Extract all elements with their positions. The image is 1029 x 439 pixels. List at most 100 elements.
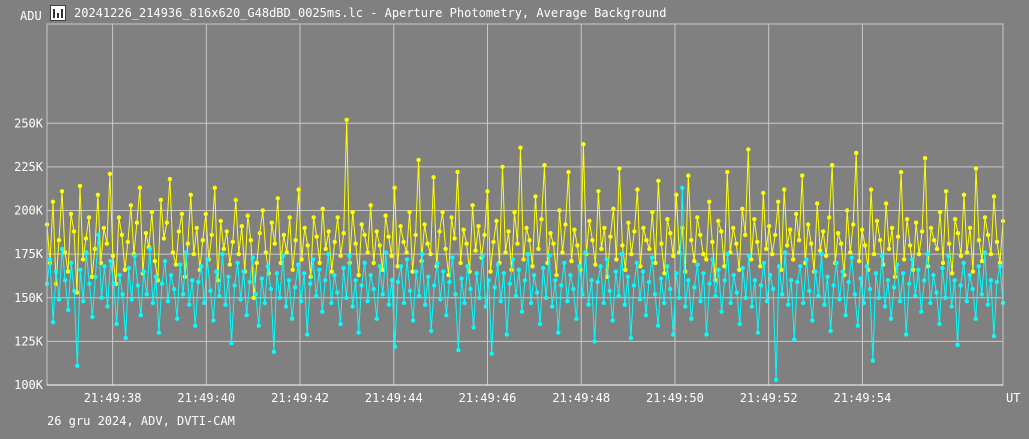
data-point [668, 286, 673, 292]
data-point [674, 192, 679, 197]
data-point [861, 300, 866, 306]
data-point [187, 302, 192, 307]
data-point [568, 272, 573, 278]
data-point [634, 260, 640, 266]
data-point [683, 269, 688, 274]
data-point [542, 162, 547, 168]
data-point [680, 185, 685, 190]
data-point [839, 241, 844, 246]
data-point [341, 265, 346, 271]
data-point [507, 281, 513, 286]
data-point [907, 243, 913, 248]
data-point [677, 295, 682, 300]
data-point [253, 292, 258, 297]
data-point [317, 260, 322, 266]
data-point [482, 232, 487, 238]
data-point [644, 238, 649, 243]
data-point [491, 239, 496, 245]
data-point [416, 157, 421, 163]
data-point [444, 313, 449, 318]
data-point [365, 250, 370, 255]
data-point [168, 272, 174, 278]
data-point [970, 269, 976, 274]
data-point [590, 238, 595, 243]
data-point [804, 257, 809, 262]
series-line [46, 187, 1004, 380]
data-point [976, 264, 981, 269]
data-point [162, 258, 168, 264]
data-point [997, 264, 1003, 269]
data-point [277, 295, 283, 300]
data-point [882, 304, 888, 309]
data-point [541, 265, 546, 271]
y-tick-label: 175K [14, 247, 44, 261]
data-point [353, 278, 358, 283]
data-point [456, 347, 461, 353]
data-point [716, 218, 721, 224]
data-point [174, 316, 180, 321]
data-point [761, 190, 766, 196]
data-point [937, 321, 942, 327]
data-point [239, 224, 244, 229]
data-point [825, 274, 830, 279]
data-point [299, 257, 304, 262]
x-tick-label: 21:49:50 [646, 391, 704, 405]
data-point [653, 260, 658, 266]
y-tick-label: 150K [14, 291, 44, 305]
data-point [254, 260, 259, 266]
data-point [437, 229, 442, 234]
data-point [743, 232, 748, 238]
data-point [217, 293, 222, 299]
data-point [867, 286, 873, 292]
x-tick-label: 21:49:38 [84, 391, 142, 405]
data-point [107, 171, 113, 177]
data-point [743, 295, 748, 300]
data-point [782, 187, 787, 192]
data-point [809, 241, 814, 246]
data-point [874, 218, 880, 224]
data-point [641, 225, 646, 231]
x-tick-label: 21:49:42 [271, 391, 329, 405]
data-point [758, 283, 764, 288]
data-point [368, 203, 373, 208]
data-point [144, 292, 149, 297]
data-point [518, 145, 523, 150]
data-point [233, 197, 238, 203]
data-point [740, 265, 745, 271]
data-point [658, 276, 664, 281]
data-point [314, 293, 319, 299]
data-point [338, 253, 343, 259]
data-point [608, 234, 613, 239]
data-point [72, 288, 77, 293]
data-point [767, 224, 772, 229]
data-point [138, 313, 143, 318]
data-point [940, 260, 946, 266]
data-point [587, 218, 592, 224]
data-point [740, 206, 745, 211]
data-point [410, 318, 416, 323]
data-point [422, 222, 427, 227]
data-point [916, 267, 921, 272]
data-point [525, 251, 531, 257]
data-point [813, 269, 818, 274]
data-point [423, 302, 428, 307]
data-point [362, 260, 367, 266]
data-point [50, 199, 56, 204]
data-point [916, 251, 922, 257]
data-point [66, 307, 71, 313]
data-point [338, 321, 343, 327]
data-point [498, 299, 503, 304]
data-point [383, 250, 388, 255]
data-point [668, 231, 673, 236]
data-point [946, 241, 952, 246]
data-point [122, 267, 128, 272]
data-point [707, 199, 712, 204]
data-point [401, 300, 407, 306]
data-point [247, 279, 252, 285]
data-point [158, 197, 164, 203]
data-point [524, 225, 529, 231]
data-point [810, 318, 815, 323]
data-point [193, 323, 198, 328]
data-point [203, 211, 208, 217]
data-point [447, 279, 452, 285]
